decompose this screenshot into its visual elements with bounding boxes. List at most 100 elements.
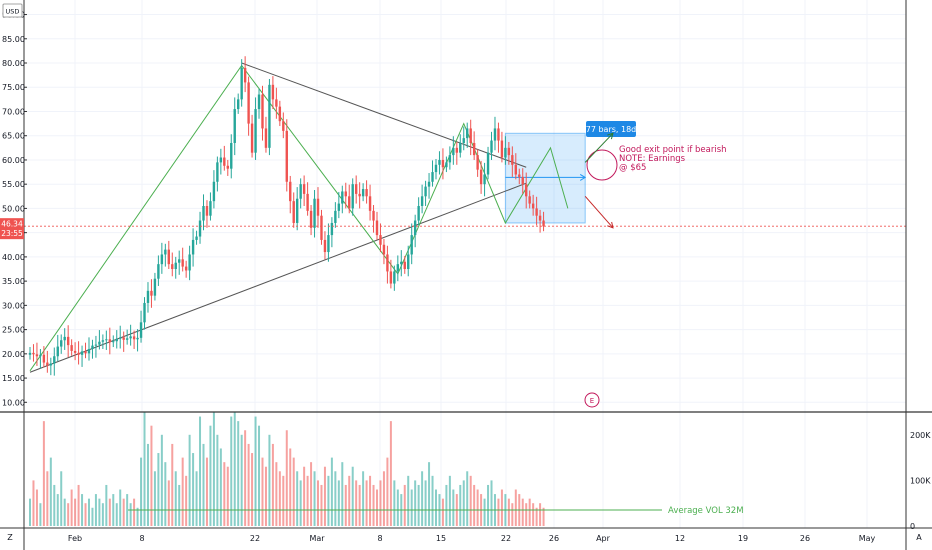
price-tick-label: 10.00 (2, 398, 25, 407)
lower-trendline (29, 182, 527, 373)
candle-body (257, 94, 261, 110)
volume-series (29, 412, 545, 526)
measure-box[interactable] (504, 132, 587, 224)
volume-bar (369, 475, 372, 526)
candle-body (73, 350, 77, 353)
candle-body (254, 109, 257, 153)
volume-bar (469, 475, 472, 526)
volume-bar (129, 503, 132, 526)
measure-tooltip: 77 bars, 18d (586, 121, 637, 137)
volume-bar (289, 448, 292, 526)
volume-bar (35, 489, 38, 526)
volume-bar (261, 457, 264, 526)
volume-bar (421, 471, 424, 526)
candle-body (243, 67, 247, 83)
candle-body (275, 99, 278, 107)
candle-body (198, 220, 202, 237)
candle-body (63, 336, 66, 341)
candle-body (87, 348, 91, 354)
candle-body (490, 140, 493, 153)
time-axis[interactable]: Feb 8 22 Mar 8 15 22 26 Apr 12 19 26 May (68, 534, 876, 543)
volume-bar (483, 498, 486, 526)
volume-bar (355, 480, 358, 526)
candle-body (289, 181, 292, 202)
volume-bar (487, 484, 490, 526)
volume-bar (247, 443, 250, 526)
earnings-marker[interactable]: E (584, 392, 600, 408)
candle-body (400, 261, 403, 265)
candle-body (292, 201, 295, 223)
volume-bar (292, 457, 295, 526)
earnings-marker-label: E (590, 397, 594, 405)
measure-tooltip-text: 77 bars, 18d (586, 125, 637, 134)
note-line-2: NOTE: Earnings (619, 154, 686, 164)
candle-body (150, 290, 153, 296)
price-tick-label: 75.00 (2, 83, 25, 92)
volume-bar (143, 412, 146, 526)
auto-scale-button[interactable]: A (916, 533, 922, 542)
volume-bar (77, 484, 80, 526)
candle-body (483, 174, 486, 185)
volume-bar (337, 480, 340, 526)
projection-arrows[interactable] (584, 132, 614, 229)
candle-body (105, 339, 108, 341)
volume-bar (278, 471, 281, 526)
price-tick-label: 50.00 (2, 204, 25, 213)
candle-body (122, 337, 125, 340)
candle-body (46, 362, 49, 366)
volume-bar (317, 480, 320, 526)
chart-grid (24, 0, 906, 528)
volume-tick-label: 0 (910, 522, 915, 531)
volume-axis[interactable]: 0 100K 200K (910, 431, 931, 531)
volume-bar (535, 507, 538, 526)
volume-bar (539, 503, 542, 526)
candle-body (497, 128, 500, 141)
candle-body (195, 236, 198, 240)
volume-bar (56, 494, 59, 526)
volume-bar (67, 503, 70, 526)
candle-body (271, 84, 275, 100)
price-tick-label: 35.00 (2, 277, 25, 286)
volume-bar (490, 480, 493, 526)
volume-bar (382, 471, 385, 526)
volume-bar (101, 503, 104, 526)
note-line-1: Good exit point if bearish (619, 145, 727, 155)
candle-body (223, 157, 226, 166)
volume-bar (91, 507, 94, 526)
candle-body (66, 336, 70, 346)
note-line-3: @ $65 (619, 163, 646, 173)
trendlines[interactable] (29, 62, 527, 373)
candle-body (94, 344, 98, 346)
candle-body (302, 184, 306, 194)
candle-body (101, 340, 105, 342)
candle-body (143, 302, 146, 323)
candle-body (91, 345, 94, 349)
volume-bar (174, 471, 177, 526)
candle-body (171, 264, 174, 270)
volume-bar (42, 421, 45, 526)
candle-body (538, 215, 542, 221)
volume-bar (105, 484, 108, 526)
volume-bar (140, 457, 143, 526)
volume-bar (348, 475, 351, 526)
candle-body (129, 336, 132, 339)
candle-body (469, 128, 472, 143)
candle-body (146, 290, 150, 303)
candle-body (42, 354, 46, 363)
volume-bar (251, 453, 254, 526)
time-tick-label: Apr (596, 534, 611, 543)
volume-bar (230, 416, 233, 526)
volume-bar (46, 471, 49, 526)
volume-bar (500, 489, 503, 526)
volume-bar (365, 480, 368, 526)
volume-bar (133, 498, 136, 526)
time-tick-label: 22 (501, 534, 511, 543)
currency-button[interactable]: USD (2, 3, 23, 18)
candle-body (139, 322, 143, 338)
volume-bar (29, 498, 31, 526)
volume-bar (528, 498, 531, 526)
zoom-reset-button[interactable]: Z (7, 533, 13, 542)
volume-bar (323, 466, 326, 526)
exit-point-circle[interactable] (586, 149, 618, 181)
